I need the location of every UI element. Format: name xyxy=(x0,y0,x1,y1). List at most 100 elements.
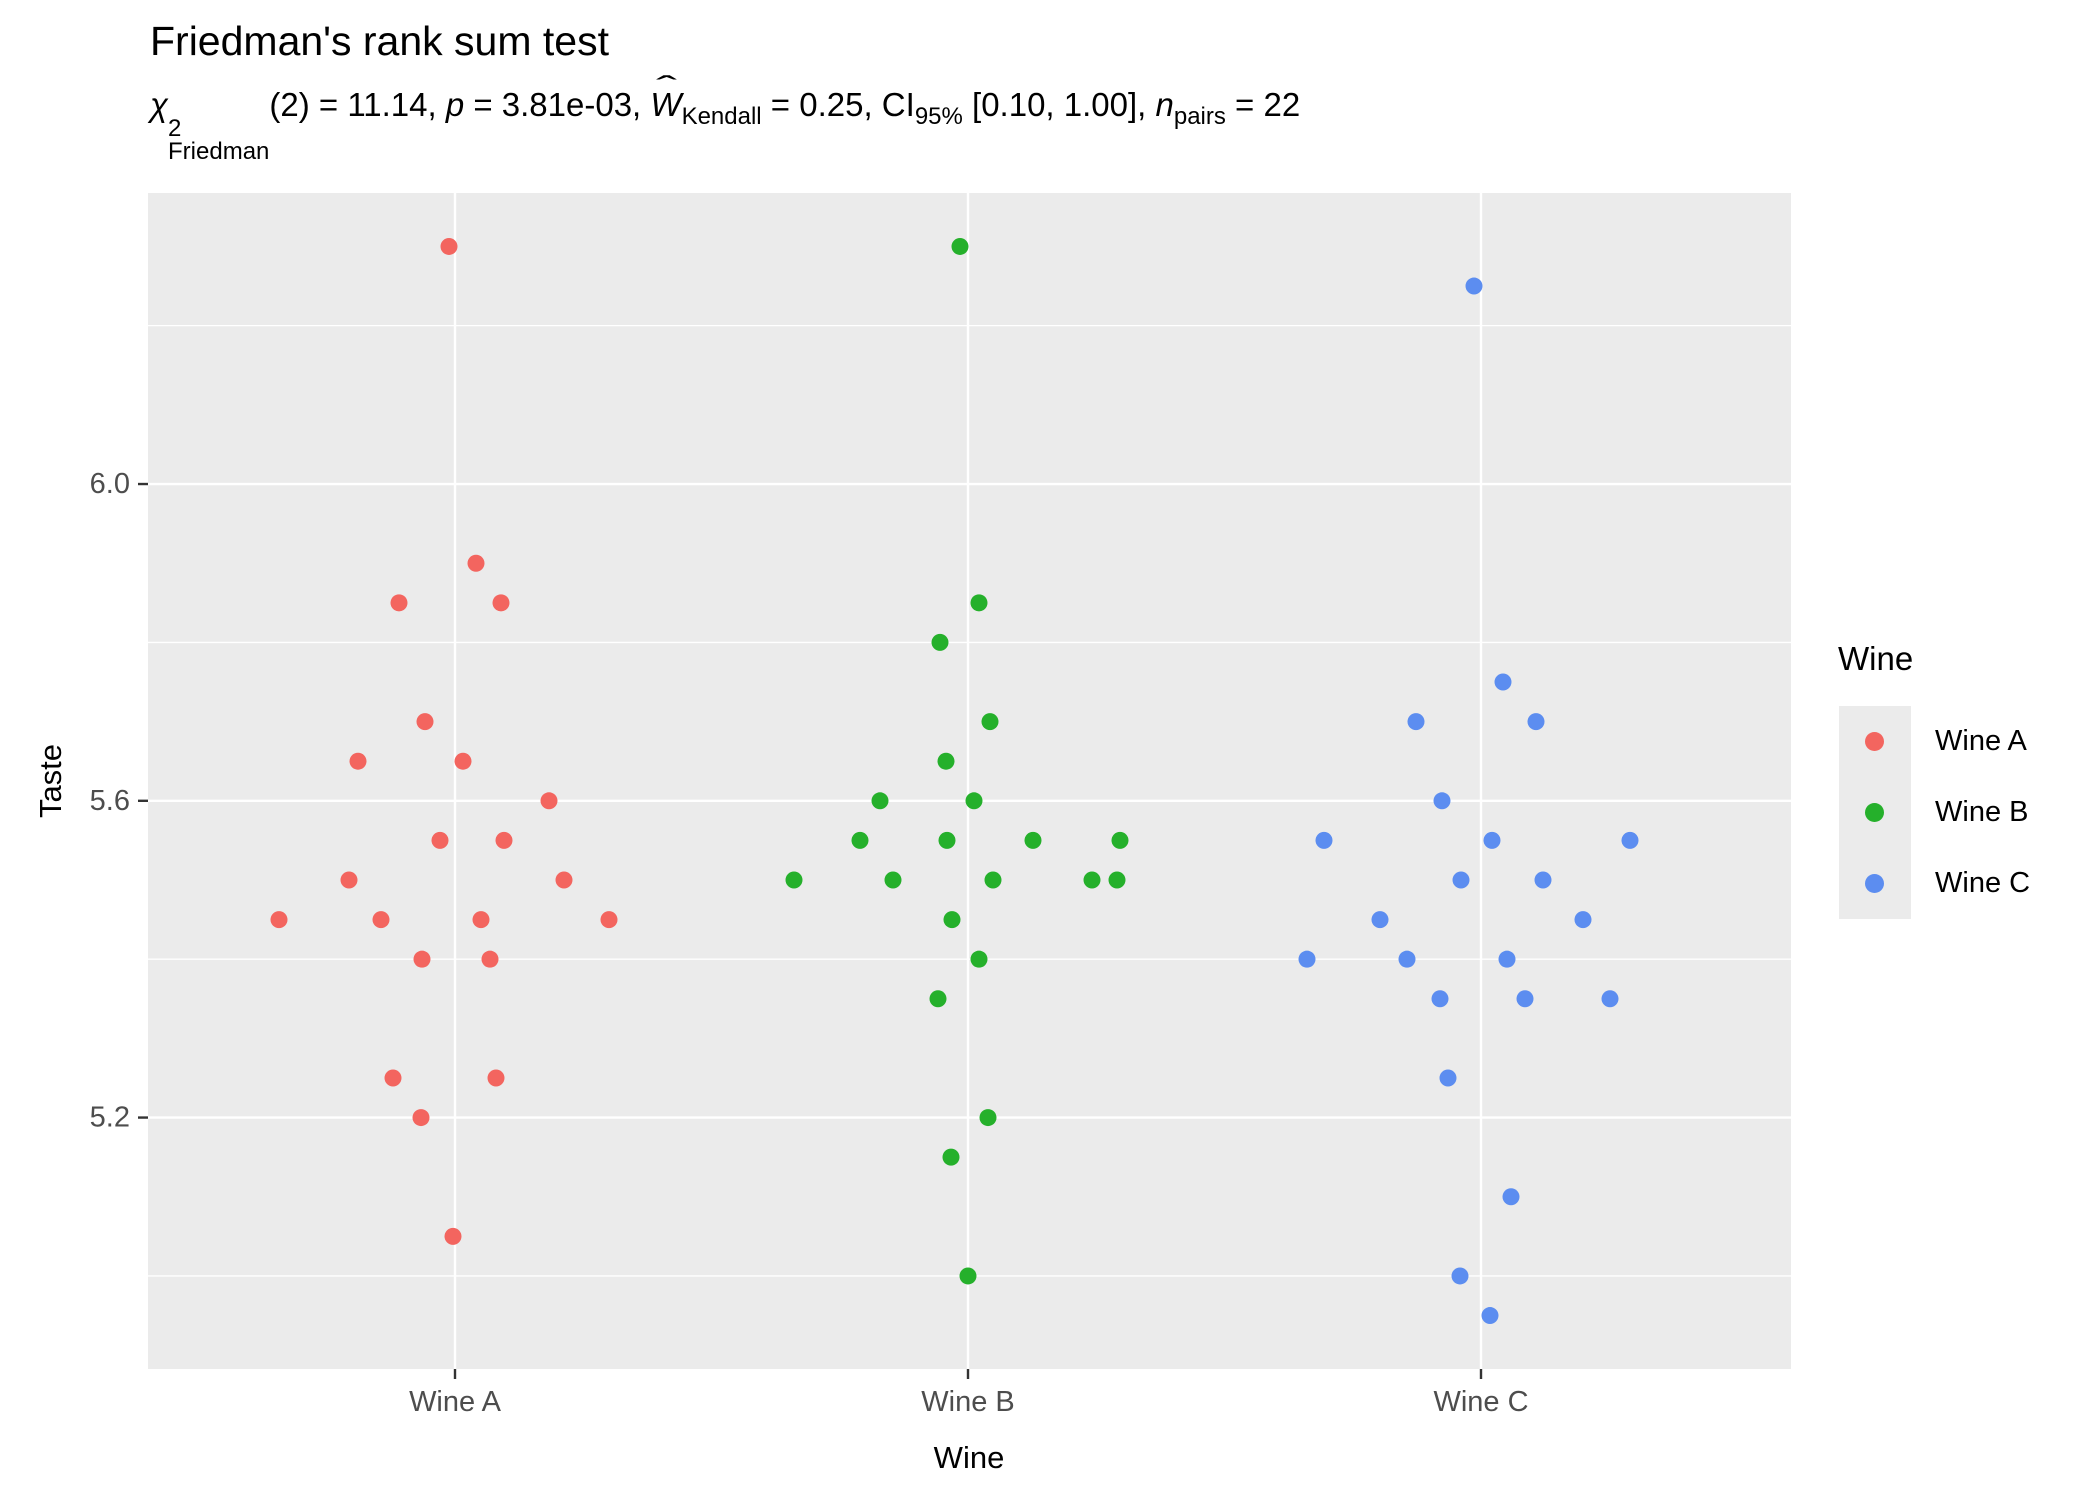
subtitle-segment: χ xyxy=(150,86,169,123)
subtitle-segment: (2) = 11.14, xyxy=(269,86,446,123)
data-point-wine-b xyxy=(937,752,955,770)
y-axis-title: Taste xyxy=(33,743,69,819)
data-point-wine-b xyxy=(981,713,999,731)
data-point-wine-a xyxy=(487,1069,505,1087)
legend-entry-label: Wine B xyxy=(1935,796,2029,828)
data-point-wine-c xyxy=(1439,1069,1457,1087)
data-point-wine-a xyxy=(412,1109,430,1127)
y-tick-label: 5.6 xyxy=(90,785,130,817)
data-point-wine-c xyxy=(1298,950,1316,968)
subtitle-segment: [0.10, 1.00], xyxy=(962,86,1156,123)
subtitle-segment: Kendall xyxy=(681,103,762,130)
data-point-wine-c xyxy=(1494,673,1512,691)
data-point-wine-b xyxy=(929,990,947,1008)
data-point-wine-b xyxy=(1024,831,1042,849)
data-point-wine-b xyxy=(951,237,969,255)
data-point-wine-b xyxy=(785,871,803,889)
subtitle-segment: = 0.25, CI xyxy=(761,86,915,123)
data-point-wine-a xyxy=(472,911,490,929)
data-point-wine-a xyxy=(431,831,449,849)
data-point-wine-c xyxy=(1407,713,1425,731)
data-point-wine-c xyxy=(1502,1188,1520,1206)
legend-entry: Wine C xyxy=(1838,848,2030,919)
data-point-wine-c xyxy=(1371,911,1389,929)
plot-panel xyxy=(148,193,1791,1369)
legend-entry-label: Wine A xyxy=(1935,725,2027,757)
data-point-wine-c xyxy=(1601,990,1619,1008)
data-point-wine-a xyxy=(390,594,408,612)
data-point-wine-b xyxy=(970,950,988,968)
data-point-wine-b xyxy=(1108,871,1126,889)
data-point-wine-b xyxy=(965,792,983,810)
subtitle-segment: pairs xyxy=(1173,103,1226,130)
data-point-wine-a xyxy=(444,1227,462,1245)
data-point-wine-b xyxy=(1111,831,1129,849)
data-point-wine-b xyxy=(851,831,869,849)
data-point-wine-c xyxy=(1483,831,1501,849)
legend-dot-icon xyxy=(1865,874,1884,893)
data-point-wine-a xyxy=(495,831,513,849)
data-point-wine-a xyxy=(540,792,558,810)
subtitle-segment: = 3.81e-03, xyxy=(464,86,651,123)
legend-title: Wine xyxy=(1838,640,1914,677)
data-point-wine-c xyxy=(1465,277,1483,295)
data-point-wine-c xyxy=(1452,871,1470,889)
data-point-wine-b xyxy=(871,792,889,810)
data-point-wine-a xyxy=(340,871,358,889)
data-point-wine-c xyxy=(1534,871,1552,889)
legend: Wine Wine A Wine B Wine C xyxy=(1838,640,2030,919)
y-tick-label: 5.2 xyxy=(90,1102,130,1134)
legend-entry: Wine A xyxy=(1838,706,2030,777)
legend-dot-icon xyxy=(1865,803,1884,822)
data-point-wine-c xyxy=(1481,1307,1499,1325)
data-point-wine-a xyxy=(372,911,390,929)
data-point-wine-a xyxy=(555,871,573,889)
data-point-wine-a xyxy=(467,554,485,572)
data-point-wine-c xyxy=(1574,911,1592,929)
data-point-wine-c xyxy=(1315,831,1333,849)
data-point-wine-a xyxy=(270,911,288,929)
data-point-wine-b xyxy=(970,594,988,612)
data-point-wine-a xyxy=(349,752,367,770)
plot-title: Friedman's rank sum test xyxy=(150,18,609,64)
data-point-wine-b xyxy=(1083,871,1101,889)
data-point-wine-b xyxy=(931,633,949,651)
data-point-wine-c xyxy=(1527,713,1545,731)
x-tick-label: Wine A xyxy=(409,1386,502,1418)
data-point-wine-b xyxy=(984,871,1002,889)
y-tick-label: 6.0 xyxy=(90,468,130,500)
data-point-wine-b xyxy=(938,831,956,849)
legend-entry: Wine B xyxy=(1838,777,2030,848)
x-axis-title: Wine xyxy=(933,1440,1005,1475)
subtitle-segment: 95% xyxy=(914,103,963,130)
data-point-wine-c xyxy=(1498,950,1516,968)
data-point-wine-c xyxy=(1451,1267,1469,1285)
data-point-wine-a xyxy=(492,594,510,612)
subtitle-segment: n xyxy=(1155,86,1174,123)
legend-keys: Wine A Wine B Wine C xyxy=(1838,706,2030,919)
data-point-wine-b xyxy=(979,1109,997,1127)
legend-dot-icon xyxy=(1865,732,1884,751)
data-point-wine-c xyxy=(1516,990,1534,1008)
data-point-wine-b xyxy=(942,1148,960,1166)
data-point-wine-a xyxy=(481,950,499,968)
data-point-wine-c xyxy=(1433,792,1451,810)
data-point-wine-a xyxy=(416,713,434,731)
subtitle-supsub: 2 Friedman xyxy=(168,115,270,165)
data-point-wine-c xyxy=(1431,990,1449,1008)
data-point-wine-a xyxy=(454,752,472,770)
subtitle-segment: p xyxy=(445,86,465,123)
x-tick-label: Wine C xyxy=(1433,1386,1528,1418)
legend-entry-label: Wine C xyxy=(1935,867,2031,899)
data-point-wine-a xyxy=(440,237,458,255)
data-point-wine-b xyxy=(943,911,961,929)
data-point-wine-b xyxy=(959,1267,977,1285)
x-tick-label: Wine B xyxy=(921,1386,1014,1418)
data-point-wine-b xyxy=(884,871,902,889)
subtitle-segment: = 22 xyxy=(1225,86,1301,123)
data-point-wine-a xyxy=(413,950,431,968)
